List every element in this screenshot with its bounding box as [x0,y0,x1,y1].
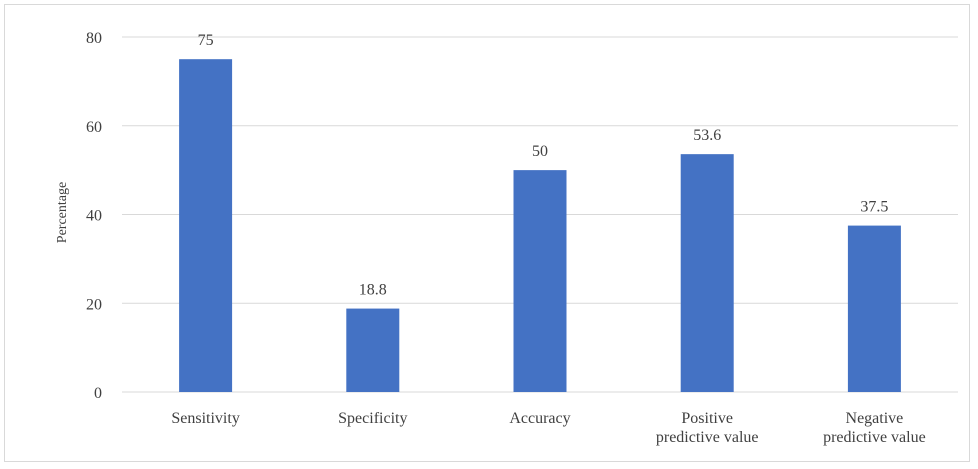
data-label-0: 75 [198,32,214,49]
y-tick-label-0: 0 [94,385,102,402]
bar-0 [179,59,233,392]
data-label-4: 37.5 [860,199,888,216]
y-axis-ticks: 0 20 40 60 80 [86,30,102,402]
category-label-3-0: Positive [681,410,733,427]
bar-1 [346,308,400,392]
y-tick-label-80: 80 [86,30,102,47]
category-label-4-1: predictive value [823,429,926,446]
data-labels: 75 18.8 50 53.6 37.5 [198,32,889,298]
bar-2 [513,170,567,392]
data-label-1: 18.8 [359,282,387,299]
y-axis-label: Percentage [55,182,70,243]
chart-frame [4,4,970,462]
y-tick-label-60: 60 [86,119,102,136]
data-label-2: 50 [532,143,548,160]
data-label-3: 53.6 [693,127,721,144]
bar-4 [847,225,901,392]
bar-3 [680,154,734,392]
bars [179,59,901,392]
x-axis-categories: Sensitivity Specificity Accuracy Positive pr… [171,410,925,446]
category-label-3-1: predictive value [656,429,759,446]
category-label-2-0: Accuracy [509,410,570,427]
category-label-0-0: Sensitivity [171,410,239,427]
category-label-1-0: Specificity [338,410,407,427]
category-label-4-0: Negative [846,410,904,427]
y-tick-label-40: 40 [86,208,102,225]
y-tick-label-20: 20 [86,296,102,313]
